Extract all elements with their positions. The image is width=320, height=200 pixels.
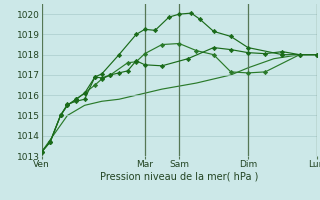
X-axis label: Pression niveau de la mer( hPa ): Pression niveau de la mer( hPa ) <box>100 172 258 182</box>
